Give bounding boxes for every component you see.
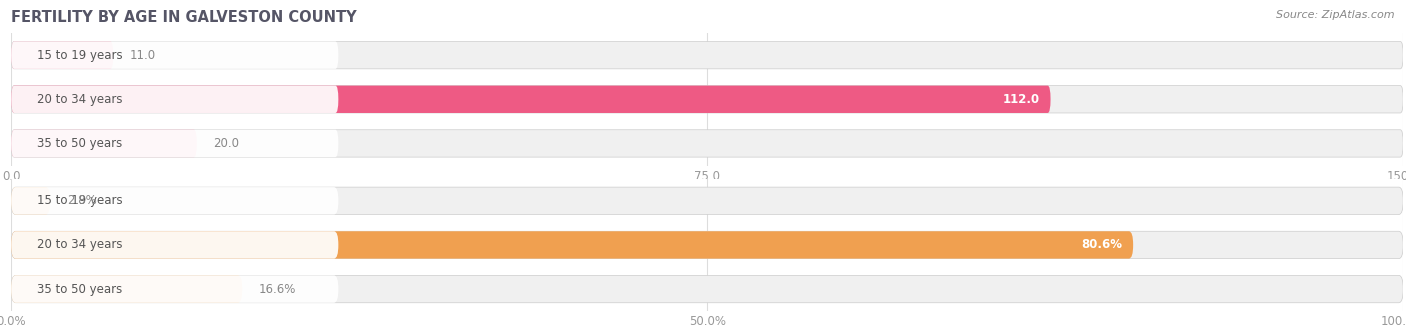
Text: Source: ZipAtlas.com: Source: ZipAtlas.com (1277, 10, 1395, 20)
Text: 35 to 50 years: 35 to 50 years (38, 137, 122, 150)
Text: 80.6%: 80.6% (1081, 238, 1122, 252)
Text: 20 to 34 years: 20 to 34 years (38, 238, 122, 252)
FancyBboxPatch shape (11, 86, 1403, 113)
FancyBboxPatch shape (11, 86, 339, 113)
FancyBboxPatch shape (11, 275, 1403, 303)
FancyBboxPatch shape (11, 41, 339, 69)
FancyBboxPatch shape (11, 231, 1133, 259)
FancyBboxPatch shape (11, 130, 197, 157)
Text: 2.8%: 2.8% (67, 194, 97, 207)
FancyBboxPatch shape (11, 275, 339, 303)
FancyBboxPatch shape (11, 231, 1403, 259)
Text: 16.6%: 16.6% (259, 283, 297, 296)
FancyBboxPatch shape (11, 130, 1403, 157)
Text: 15 to 19 years: 15 to 19 years (38, 194, 124, 207)
Text: 35 to 50 years: 35 to 50 years (38, 283, 122, 296)
FancyBboxPatch shape (11, 187, 51, 214)
FancyBboxPatch shape (11, 41, 1403, 69)
FancyBboxPatch shape (11, 231, 339, 259)
FancyBboxPatch shape (11, 86, 1050, 113)
FancyBboxPatch shape (11, 187, 1403, 214)
Text: 15 to 19 years: 15 to 19 years (38, 49, 124, 62)
FancyBboxPatch shape (11, 275, 242, 303)
Text: 112.0: 112.0 (1002, 93, 1039, 106)
FancyBboxPatch shape (11, 187, 339, 214)
FancyBboxPatch shape (11, 41, 114, 69)
Text: FERTILITY BY AGE IN GALVESTON COUNTY: FERTILITY BY AGE IN GALVESTON COUNTY (11, 10, 357, 25)
Text: 11.0: 11.0 (129, 49, 156, 62)
Text: 20 to 34 years: 20 to 34 years (38, 93, 122, 106)
Text: 20.0: 20.0 (214, 137, 239, 150)
FancyBboxPatch shape (11, 130, 339, 157)
